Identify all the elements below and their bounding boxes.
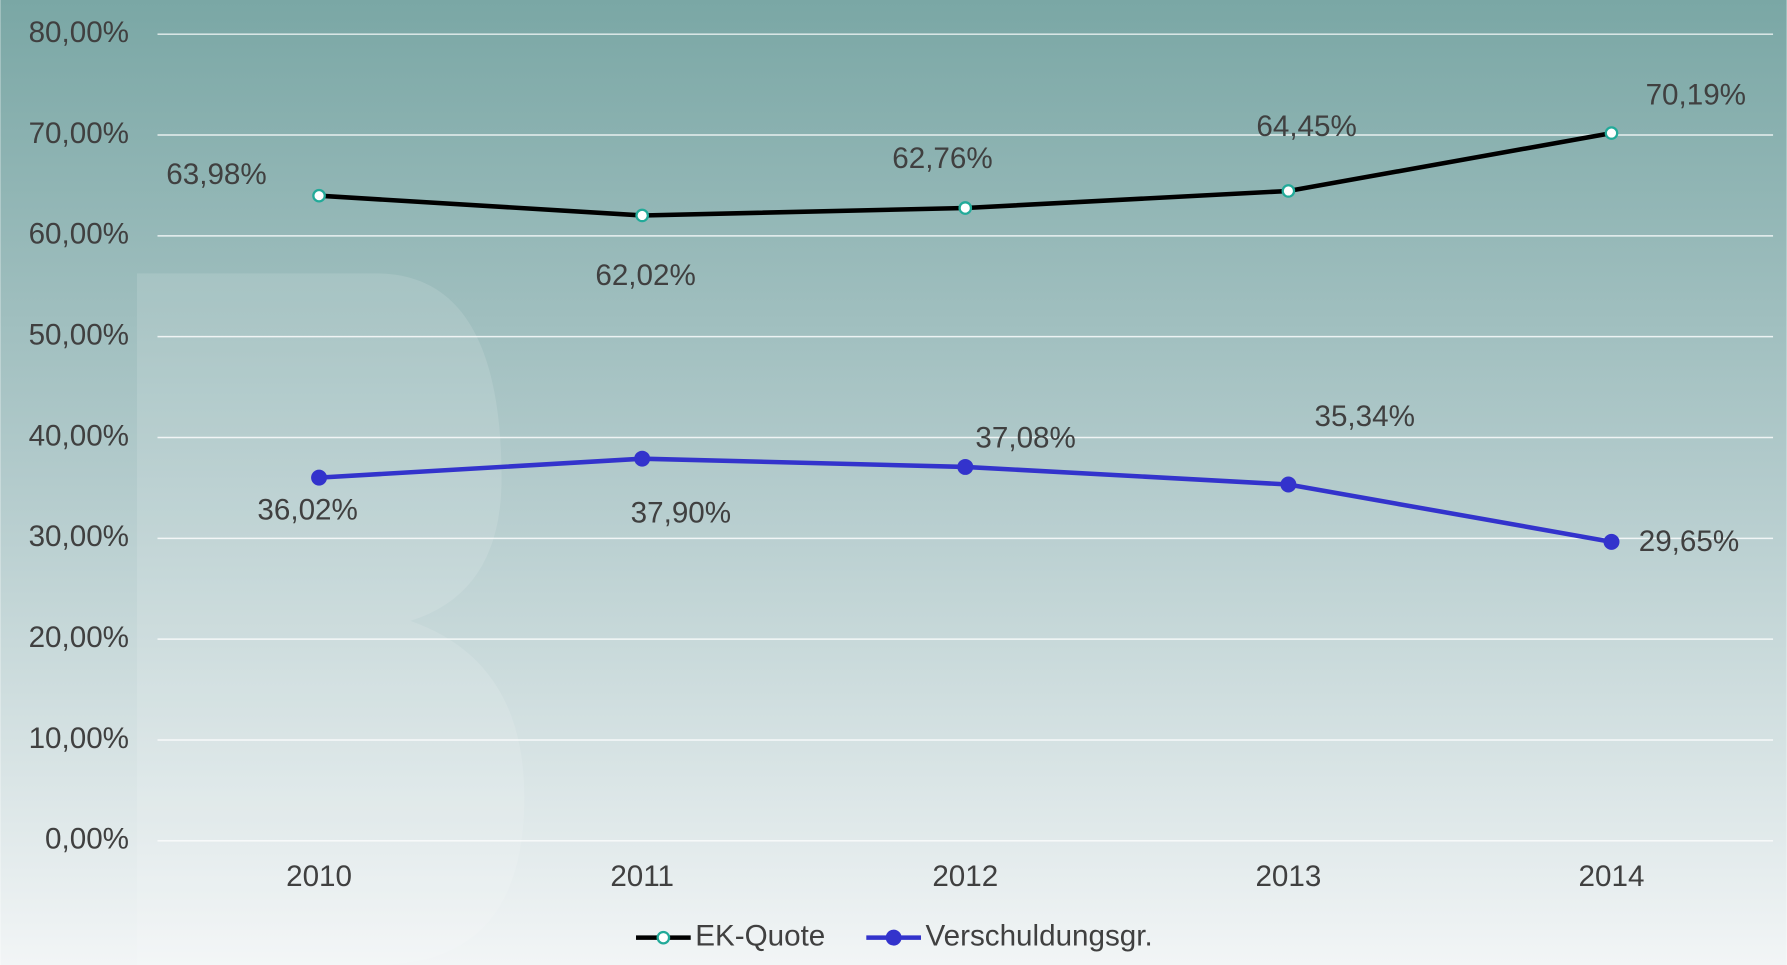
data-label: 64,45% [1256, 110, 1356, 143]
marker [1603, 533, 1620, 550]
y-tick-label: 50,00% [29, 318, 129, 351]
y-tick-label: 70,00% [29, 117, 129, 150]
data-label: 63,98% [166, 158, 266, 191]
y-tick-label: 0,00% [45, 823, 129, 856]
y-tick-label: 40,00% [29, 419, 129, 452]
legend-marker [656, 930, 671, 945]
y-tick-label: 60,00% [29, 218, 129, 251]
y-tick-label: 20,00% [29, 621, 129, 654]
marker [634, 450, 651, 467]
y-tick-label: 30,00% [29, 520, 129, 553]
y-tick-label: 80,00% [29, 16, 129, 49]
marker [311, 469, 328, 486]
data-label: 37,90% [631, 496, 731, 529]
data-label: 70,19% [1646, 78, 1746, 111]
legend-label: EK-Quote [695, 919, 825, 952]
data-label: 36,02% [257, 494, 357, 527]
x-tick-label: 2013 [1255, 860, 1321, 893]
marker [1604, 126, 1619, 140]
data-label: 62,02% [595, 259, 695, 292]
marker [635, 208, 650, 223]
marker [1281, 184, 1296, 198]
data-label: 35,34% [1315, 400, 1415, 433]
x-tick-label: 2014 [1579, 860, 1645, 893]
data-label: 62,76% [892, 142, 992, 175]
marker [312, 188, 326, 203]
x-tick-label: 2012 [932, 860, 998, 893]
legend-marker [885, 929, 902, 946]
data-label: 29,65% [1639, 525, 1739, 558]
x-tick-label: 2011 [610, 860, 674, 893]
marker [958, 201, 973, 215]
marker [957, 458, 974, 475]
watermark [136, 273, 525, 965]
marker [1280, 476, 1297, 493]
y-tick-label: 10,00% [29, 722, 129, 755]
data-label: 37,08% [975, 421, 1075, 454]
legend-label: Verschuldungsgr. [926, 919, 1153, 952]
x-tick-label: 2010 [286, 860, 352, 893]
